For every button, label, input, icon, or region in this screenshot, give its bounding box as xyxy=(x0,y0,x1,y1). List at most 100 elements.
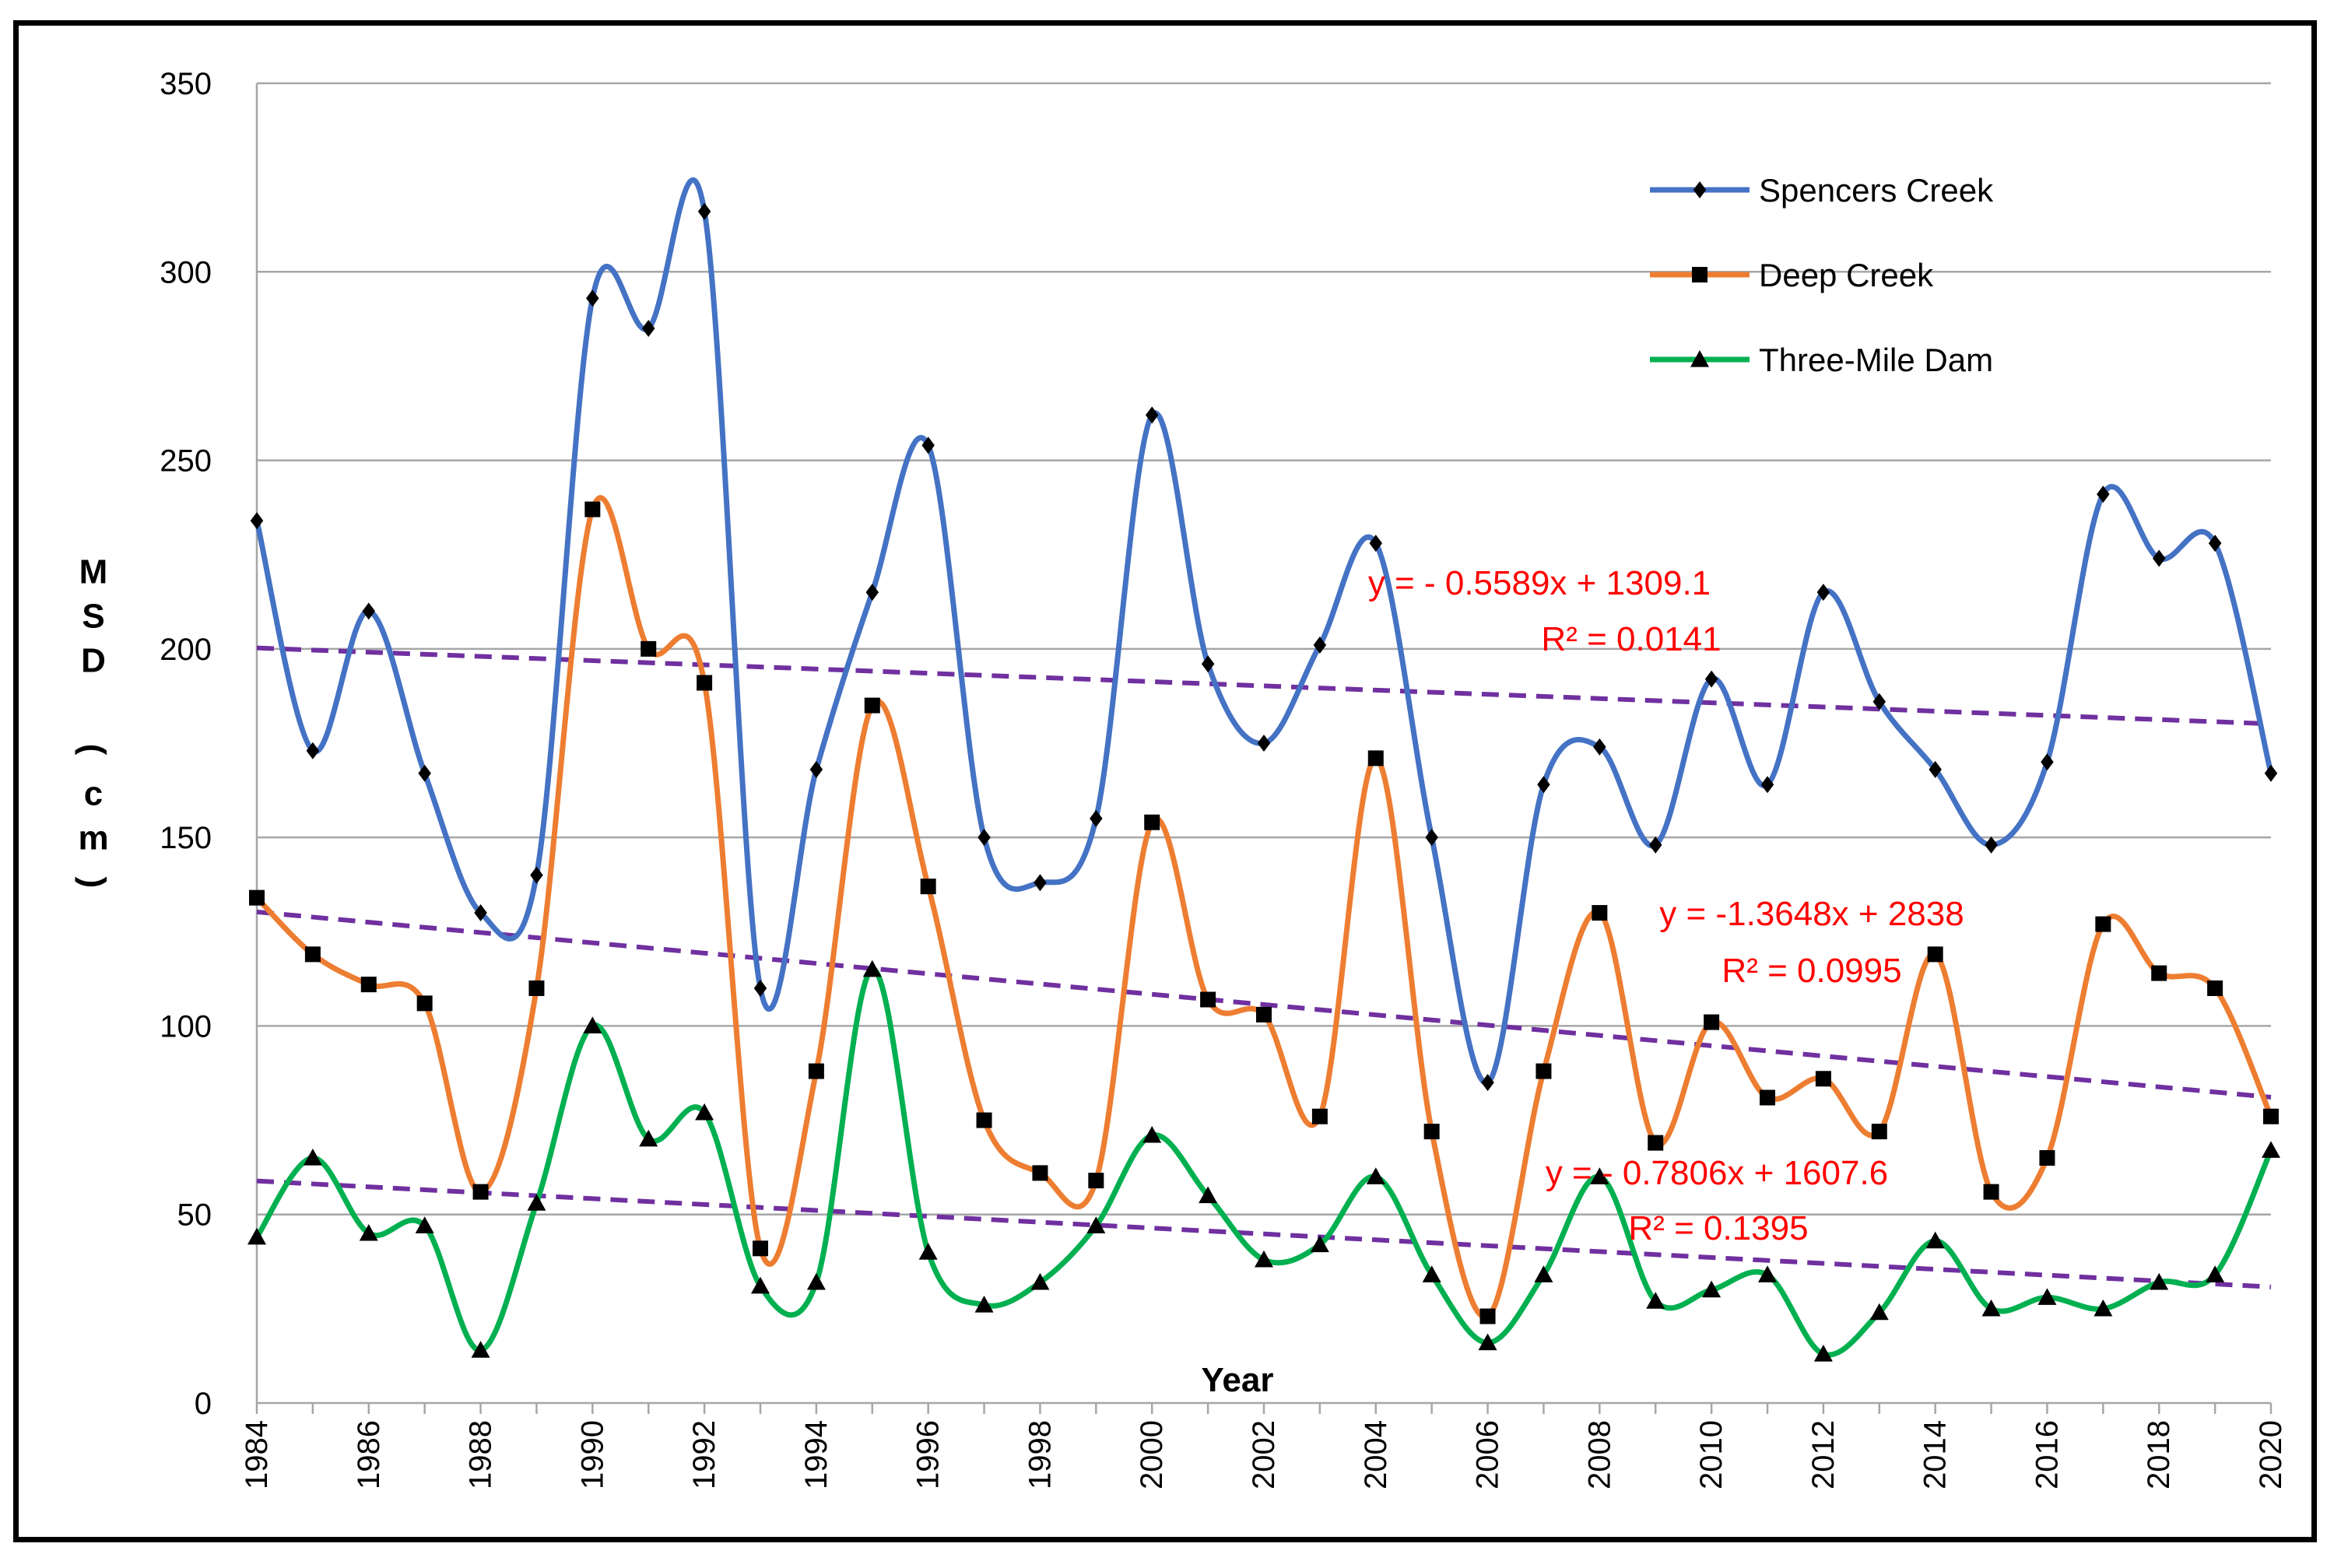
data-point-three-mile-dam xyxy=(1758,1265,1777,1282)
data-point-deep-creek xyxy=(1088,1173,1104,1189)
data-point-three-mile-dam xyxy=(806,1272,826,1290)
data-point-three-mile-dam xyxy=(1869,1303,1889,1321)
data-point-spencers-creek xyxy=(1481,1074,1494,1092)
y-tick-label: 200 xyxy=(160,633,212,667)
data-point-three-mile-dam xyxy=(1478,1333,1497,1351)
data-point-spencers-creek xyxy=(1648,836,1662,854)
series-line-deep-creek xyxy=(254,495,2274,1320)
data-point-deep-creek xyxy=(976,1112,992,1128)
data-point-three-mile-dam xyxy=(2206,1265,2225,1282)
data-point-deep-creek xyxy=(1648,1135,1664,1151)
data-point-deep-creek xyxy=(1311,1108,1328,1124)
data-point-spencers-creek xyxy=(1145,406,1159,424)
trend-r2-three-mile-dam: R² = 0.1395 xyxy=(1628,1209,1808,1247)
data-point-deep-creek xyxy=(753,1240,768,1257)
y-tick-label: 350 xyxy=(160,67,212,101)
data-point-three-mile-dam xyxy=(1813,1345,1833,1362)
data-point-spencers-creek xyxy=(586,289,599,307)
data-point-spencers-creek xyxy=(2264,764,2278,782)
data-point-spencers-creek xyxy=(641,319,655,337)
data-point-three-mile-dam xyxy=(639,1129,658,1147)
x-tick-label: 2012 xyxy=(1806,1420,1841,1489)
y-axis-title-char: ( xyxy=(75,744,113,756)
data-point-spencers-creek xyxy=(1816,584,1830,602)
chart-frame xyxy=(13,20,2317,1542)
y-axis-title-char: c xyxy=(84,775,103,813)
x-tick-label: 1988 xyxy=(464,1420,498,1489)
data-point-spencers-creek xyxy=(1593,738,1606,756)
data-point-spencers-creek xyxy=(1872,693,1886,710)
data-point-spencers-creek xyxy=(530,866,543,884)
x-tick-label: 1996 xyxy=(911,1420,946,1489)
data-point-three-mile-dam xyxy=(2262,1141,2280,1158)
data-point-spencers-creek xyxy=(250,512,264,530)
x-tick-label: 2008 xyxy=(1582,1420,1616,1489)
data-point-spencers-creek xyxy=(418,764,431,782)
data-point-spencers-creek xyxy=(1034,874,1047,892)
trendline-deep-creek xyxy=(256,909,2272,1100)
data-point-three-mile-dam xyxy=(1199,1186,1218,1204)
data-point-spencers-creek xyxy=(1760,776,1774,794)
x-tick-label: 1990 xyxy=(575,1420,609,1489)
data-point-spencers-creek xyxy=(2208,535,2222,552)
data-point-spencers-creek xyxy=(1369,535,1383,552)
data-point-spencers-creek xyxy=(1985,836,1998,854)
legend: Spencers Creek Deep Creek Three-Mile Dam xyxy=(1650,172,1994,378)
data-point-deep-creek xyxy=(1200,991,1216,1008)
data-point-deep-creek xyxy=(2263,1108,2279,1124)
data-point-three-mile-dam xyxy=(751,1276,770,1294)
data-point-three-mile-dam xyxy=(1590,1167,1609,1184)
trend-r2-spencers-creek: R² = 0.0141 xyxy=(1541,620,1721,658)
data-point-spencers-creek xyxy=(1929,760,1942,778)
data-point-three-mile-dam xyxy=(583,1016,602,1034)
data-point-three-mile-dam xyxy=(1030,1272,1050,1290)
y-axis-title-char: D xyxy=(81,642,106,680)
data-point-deep-creek xyxy=(1256,1006,1272,1023)
data-point-three-mile-dam xyxy=(1255,1250,1273,1268)
y-tick-label: 0 xyxy=(195,1387,212,1421)
x-tick-label: 1992 xyxy=(687,1420,721,1489)
data-point-deep-creek xyxy=(472,1184,489,1200)
marker-layer xyxy=(247,202,2280,1362)
data-point-three-mile-dam xyxy=(2037,1288,2057,1305)
trendline-spencers-creek xyxy=(256,645,2272,727)
x-tick-label: 1994 xyxy=(799,1420,834,1489)
data-point-deep-creek xyxy=(1367,750,1384,766)
data-point-three-mile-dam xyxy=(471,1341,490,1358)
data-point-three-mile-dam xyxy=(415,1216,434,1233)
x-axis-title: Year xyxy=(1202,1361,1274,1399)
data-point-deep-creek xyxy=(641,640,657,657)
data-point-spencers-creek xyxy=(1425,829,1438,847)
legend-marker-deep-creek xyxy=(1692,267,1707,282)
data-point-spencers-creek xyxy=(306,742,320,759)
data-point-three-mile-dam xyxy=(1310,1235,1329,1253)
data-point-spencers-creek xyxy=(977,829,991,847)
data-point-spencers-creek xyxy=(921,437,935,454)
data-point-three-mile-dam xyxy=(1142,1125,1162,1143)
data-point-three-mile-dam xyxy=(1366,1167,1385,1184)
series-line-spencers-creek xyxy=(254,177,2274,1086)
data-point-three-mile-dam xyxy=(1981,1299,2001,1317)
y-axis-title-char: M xyxy=(79,553,108,591)
legend-label-spencers-creek: Spencers Creek xyxy=(1759,172,1994,209)
data-point-spencers-creek xyxy=(1313,637,1327,654)
x-tick-label: 2004 xyxy=(1359,1420,1393,1489)
data-point-deep-creek xyxy=(1032,1165,1048,1181)
axis-layer: 0 50 100 150 200 250 300 350 1984 1986 1988 1990 199… xyxy=(75,67,2289,1489)
y-tick-label: 250 xyxy=(160,444,212,479)
x-tick-label: 2006 xyxy=(1471,1420,1505,1489)
data-point-deep-creek xyxy=(1927,946,1943,963)
trend-r2-deep-creek: R² = 0.0995 xyxy=(1722,952,1901,990)
trend-layer xyxy=(256,645,2272,1289)
data-point-three-mile-dam xyxy=(1086,1216,1106,1233)
data-point-three-mile-dam xyxy=(695,1103,714,1121)
legend-label-deep-creek: Deep Creek xyxy=(1759,257,1934,293)
data-point-spencers-creek xyxy=(1537,776,1550,794)
data-point-deep-creek xyxy=(2039,1150,2055,1166)
data-point-three-mile-dam xyxy=(862,959,882,977)
data-point-spencers-creek xyxy=(2097,486,2110,503)
legend-marker-spencers-creek xyxy=(1693,181,1707,198)
trendline-three-mile-dam xyxy=(256,1178,2272,1289)
data-point-three-mile-dam xyxy=(1534,1265,1553,1282)
data-point-spencers-creek xyxy=(809,760,823,778)
